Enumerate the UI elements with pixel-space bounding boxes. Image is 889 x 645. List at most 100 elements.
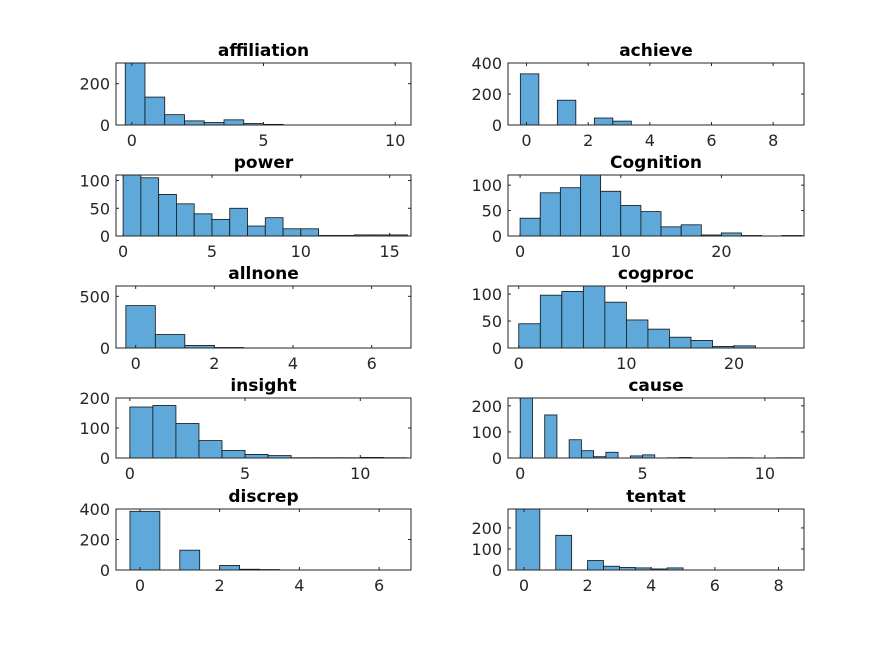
histogram-bar <box>605 451 619 459</box>
y-tick-label: 100 <box>471 540 502 559</box>
x-tick-label: 15 <box>379 242 399 261</box>
x-tick-label: 4 <box>646 576 656 595</box>
y-tick-label: 100 <box>79 172 110 191</box>
histogram-bar <box>680 224 702 237</box>
y-tick-label: 0 <box>492 561 502 580</box>
histogram-bar <box>556 99 577 126</box>
y-tick-label: 50 <box>482 202 502 221</box>
histogram-bar <box>640 211 662 237</box>
x-tick-label: 6 <box>706 131 716 150</box>
x-tick-label: 10 <box>755 464 775 483</box>
histogram-bar <box>176 203 195 237</box>
x-tick-label: 6 <box>374 576 384 595</box>
x-tick-label: 20 <box>711 242 731 261</box>
x-tick-label: 2 <box>215 576 225 595</box>
x-tick-label: 6 <box>710 576 720 595</box>
x-tick-label: 2 <box>582 576 592 595</box>
histogram-panel: 0 2 4 6 8 0 100 200 tentat <box>471 487 805 595</box>
histogram-bar <box>647 328 670 349</box>
histogram-bar <box>244 453 269 459</box>
y-tick-label: 0 <box>100 339 110 358</box>
x-tick-label: 10 <box>291 242 311 261</box>
x-tick-label: 0 <box>127 131 137 150</box>
axes-outline <box>507 174 805 237</box>
x-tick-label: 0 <box>515 464 525 483</box>
x-tick-label: 0 <box>131 354 141 373</box>
histogram-bar <box>515 508 541 571</box>
y-tick-label: 200 <box>79 531 110 550</box>
histogram-bar <box>555 534 573 571</box>
histogram-bar <box>582 285 606 349</box>
histogram-bar <box>140 177 160 237</box>
axes-outline <box>507 285 805 349</box>
histogram-bar <box>158 194 177 237</box>
x-tick-label: 0 <box>521 131 531 150</box>
axes-outline <box>115 174 412 237</box>
histogram-bar <box>211 218 231 237</box>
histogram-bar <box>300 228 319 237</box>
histogram-bar <box>519 73 540 126</box>
x-tick-label: 20 <box>724 354 744 373</box>
x-tick-label: 6 <box>367 354 377 373</box>
panel-title: insight <box>230 376 296 396</box>
x-tick-label: 2 <box>209 354 219 373</box>
x-tick-label: 0 <box>514 354 524 373</box>
y-tick-label: 500 <box>79 287 110 306</box>
y-tick-label: 400 <box>79 500 110 519</box>
panel-title: achieve <box>619 41 693 61</box>
histogram-bar <box>544 414 558 459</box>
histogram-bar <box>221 450 246 459</box>
histogram-bar <box>626 319 649 349</box>
x-tick-label: 0 <box>515 242 525 261</box>
histogram-bar <box>223 119 245 126</box>
x-tick-label: 5 <box>637 464 647 483</box>
x-tick-label: 0 <box>125 464 135 483</box>
x-tick-label: 8 <box>768 131 778 150</box>
histogram-panel: 0 10 20 0 50 100 Cognition <box>471 153 805 261</box>
panel-title: discrep <box>228 487 298 507</box>
histogram-bar <box>264 217 284 237</box>
histogram-bar <box>539 192 561 237</box>
panel-title: cogproc <box>618 264 694 284</box>
y-tick-label: 0 <box>492 227 502 246</box>
histogram-bar <box>152 405 177 459</box>
y-tick-label: 0 <box>100 449 110 468</box>
histogram-bar <box>282 228 302 237</box>
y-tick-label: 200 <box>79 389 110 408</box>
histogram-bar <box>129 406 154 459</box>
histogram-bar <box>519 217 541 237</box>
panel-title: tentat <box>626 487 685 507</box>
histogram-panel: 0 10 20 0 50 100 cogproc <box>471 264 805 373</box>
histogram-panel: 0 2 4 6 8 0 200 400 achieve <box>471 41 805 150</box>
axes-outline <box>115 285 412 349</box>
histogram-bar <box>559 187 581 237</box>
x-tick-label: 5 <box>240 464 250 483</box>
x-tick-label: 5 <box>207 242 217 261</box>
histogram-bar <box>229 207 248 237</box>
histogram-bar <box>580 450 595 459</box>
histogram-bar <box>179 549 201 571</box>
histogram-bar <box>612 120 632 126</box>
x-tick-label: 0 <box>118 242 128 261</box>
histogram-bar <box>154 334 186 349</box>
histogram-bar <box>690 340 713 349</box>
axes-frame <box>507 62 805 126</box>
histogram-bar <box>669 336 692 349</box>
histogram-bar <box>198 440 223 459</box>
y-tick-label: 0 <box>100 561 110 580</box>
histogram-bar <box>539 294 563 349</box>
x-tick-label: 10 <box>611 242 631 261</box>
histogram-bar <box>593 117 614 126</box>
x-tick-label: 4 <box>294 576 304 595</box>
y-tick-label: 100 <box>471 423 502 442</box>
x-tick-label: 10 <box>385 131 405 150</box>
histogram-bar <box>144 96 166 126</box>
histogram-bar <box>184 120 205 126</box>
axes-frame <box>507 397 805 459</box>
histogram-bar <box>568 439 582 459</box>
panel-title: cause <box>628 376 683 396</box>
x-tick-label: 4 <box>645 131 655 150</box>
histogram-panel: 0 2 4 6 0 500 allnone <box>79 264 412 373</box>
